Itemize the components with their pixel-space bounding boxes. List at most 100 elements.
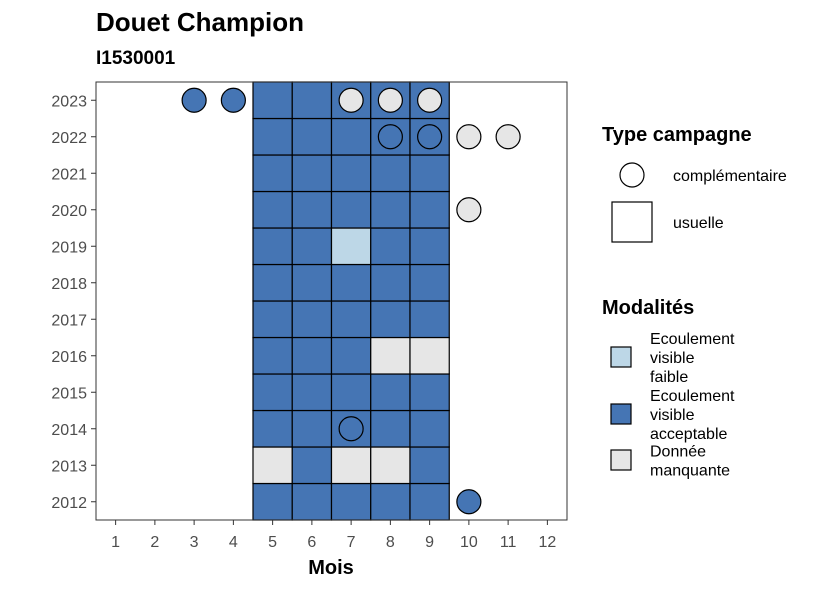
point-circle-2023-3 [181, 87, 207, 113]
point-circle-2014-7 [338, 416, 364, 442]
cell-square-2018-6 [291, 263, 333, 302]
cell-square-2013-6 [291, 446, 333, 485]
cell-square-2016-7 [330, 336, 372, 375]
point-circle-2023-7 [338, 87, 364, 113]
x-tick-label-7: 7 [347, 534, 356, 551]
y-axis: 2012 2013 2014 2015 2016 2017 2018 2019 2020 2021… [51, 93, 96, 512]
cell-square-2017-6 [291, 300, 333, 339]
plot-marks [181, 81, 521, 521]
legend-label-faible-2: faible [650, 369, 688, 386]
y-tick-label-2023: 2023 [51, 93, 87, 110]
cell-square-2013-7 [330, 446, 372, 485]
cell-square-2020-9 [409, 190, 450, 229]
point-circle-2020-10 [456, 197, 482, 223]
point-circle-2022-8 [377, 124, 403, 150]
cell-square-2013-5 [252, 446, 293, 485]
x-tick-label-11: 11 [500, 534, 517, 551]
cell-square-2019-9 [409, 227, 450, 266]
cell-square-2019-5 [252, 227, 293, 266]
cell-square-2015-9 [409, 373, 450, 412]
cell-square-2020-5 [252, 190, 293, 229]
cell-square-2017-9 [409, 300, 450, 339]
chart-title: Douet Champion [96, 7, 304, 37]
cell-square-2020-7 [330, 190, 372, 229]
x-axis-title: Mois [308, 557, 354, 579]
cell-square-2015-6 [291, 373, 333, 412]
chart-subtitle: I1530001 [96, 48, 176, 69]
cell-square-2014-5 [252, 409, 293, 448]
cell-square-2018-5 [252, 263, 293, 302]
point-circle-2023-9 [417, 87, 443, 113]
cell-square-2018-9 [409, 263, 450, 302]
cell-square-2012-6 [291, 482, 333, 521]
legend-shape-title: Type campagne [602, 124, 752, 146]
cell-square-2020-8 [370, 190, 411, 229]
legend-shape-label-complementaire: complémentaire [673, 168, 787, 185]
cell-square-2022-7 [330, 117, 372, 156]
plot-border [95, 81, 568, 521]
x-axis: 1 2 3 4 5 6 7 8 9 10 11 12 [111, 520, 556, 551]
cell-square-2023-6 [291, 81, 333, 120]
y-tick-label-2015: 2015 [51, 385, 87, 402]
x-tick-label-3: 3 [190, 534, 199, 551]
cell-square-2020-6 [291, 190, 333, 229]
x-tick-label-10: 10 [460, 534, 478, 551]
legend-label-faible-0: Ecoulement [650, 331, 735, 348]
y-tick-label-2013: 2013 [51, 458, 87, 475]
x-tick-label-12: 12 [538, 534, 556, 551]
cell-square-2021-6 [291, 154, 333, 193]
x-tick-label-1: 1 [111, 534, 120, 551]
cell-square-2012-7 [330, 482, 372, 521]
legend-key-manquante [610, 449, 632, 471]
legend-square-key [611, 201, 653, 243]
legend-key-acceptable [610, 403, 632, 425]
cell-square-2021-9 [409, 154, 450, 193]
cell-square-2017-8 [370, 300, 411, 339]
legend-fill: Modalités Ecoulement visible faible Ecoulem… [602, 297, 735, 480]
point-circle-2022-9 [417, 124, 443, 150]
legend-circle-key [619, 162, 645, 188]
cell-square-2019-6 [291, 227, 333, 266]
legend-fill-title: Modalités [602, 297, 694, 319]
cell-square-2021-7 [330, 154, 372, 193]
x-tick-label-5: 5 [268, 534, 277, 551]
cell-square-2016-8 [370, 336, 411, 375]
legend-label-acceptable-2: acceptable [650, 426, 727, 443]
cell-square-2017-7 [330, 300, 372, 339]
cell-square-2014-6 [291, 409, 333, 448]
y-tick-label-2016: 2016 [51, 349, 87, 366]
cell-square-2022-5 [252, 117, 293, 156]
legend-shape-label-usuelle: usuelle [673, 215, 724, 232]
legend-key-faible [610, 346, 632, 368]
cell-square-2013-8 [370, 446, 411, 485]
y-tick-label-2017: 2017 [51, 312, 87, 329]
point-circle-2023-8 [377, 87, 403, 113]
cell-square-2023-5 [252, 81, 293, 120]
y-tick-label-2018: 2018 [51, 276, 87, 293]
y-tick-label-2020: 2020 [51, 203, 87, 220]
cell-square-2018-8 [370, 263, 411, 302]
point-circle-2012-10 [456, 489, 482, 515]
cell-square-2012-8 [370, 482, 411, 521]
cell-square-2014-9 [409, 409, 450, 448]
legend-label-faible-1: visible [650, 350, 695, 367]
cell-square-2021-5 [252, 154, 293, 193]
legend-shape: Type campagne complémentaire usuelle [602, 124, 787, 243]
cell-square-2015-5 [252, 373, 293, 412]
cell-square-2018-7 [330, 263, 372, 302]
x-tick-label-2: 2 [150, 534, 159, 551]
x-tick-label-8: 8 [386, 534, 395, 551]
x-tick-label-9: 9 [425, 534, 434, 551]
y-tick-label-2022: 2022 [51, 130, 87, 147]
cell-square-2022-6 [291, 117, 333, 156]
x-tick-label-6: 6 [307, 534, 316, 551]
cell-square-2016-6 [291, 336, 333, 375]
y-tick-label-2012: 2012 [51, 495, 87, 512]
cell-square-2016-5 [252, 336, 293, 375]
y-tick-label-2021: 2021 [51, 166, 87, 183]
cell-square-2014-8 [370, 409, 411, 448]
legend-label-acceptable-0: Ecoulement [650, 388, 735, 405]
cell-square-2012-9 [409, 482, 450, 521]
legend-label-acceptable-1: visible [650, 407, 695, 424]
